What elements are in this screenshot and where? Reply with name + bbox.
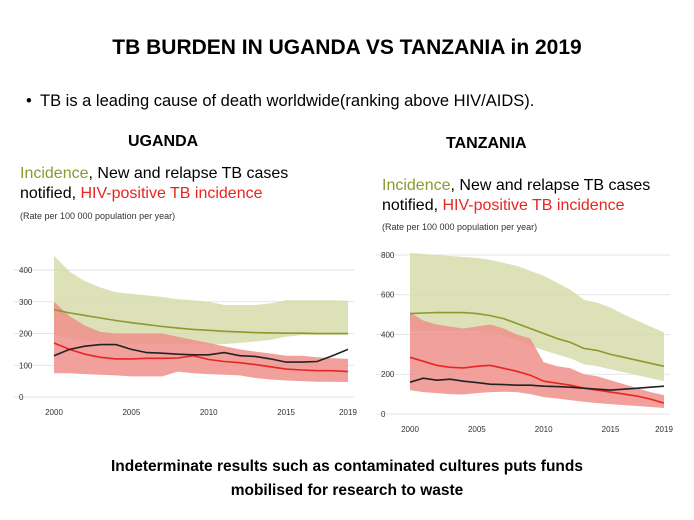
legend-incidence: Incidence bbox=[382, 177, 451, 194]
hiv-band bbox=[410, 312, 664, 408]
legend-notified: notified, bbox=[382, 197, 443, 214]
incidence-band bbox=[410, 253, 664, 382]
x-tick-label: 2015 bbox=[602, 425, 620, 434]
uganda-chart: 0 100 200 300 400 2000 2005 2010 2015 2019 bbox=[14, 255, 357, 417]
x-tick-label: 2005 bbox=[122, 408, 140, 417]
footer-text: Indeterminate results such as contaminat… bbox=[0, 455, 694, 503]
y-tick-label: 800 bbox=[381, 251, 395, 260]
y-tick-label: 400 bbox=[19, 266, 33, 275]
bullet-dot: • bbox=[26, 92, 32, 110]
bullet-text: TB is a leading cause of death worldwide… bbox=[40, 92, 535, 110]
notified-line bbox=[53, 343, 349, 363]
tanzania-title: TANZANIA bbox=[446, 135, 527, 152]
tanzania-chart: 0 200 400 600 800 2000 2005 2010 2015 2019 bbox=[376, 251, 673, 434]
x-tick-label: 2015 bbox=[277, 408, 295, 417]
hiv-line bbox=[53, 342, 349, 373]
y-tick-label: 0 bbox=[381, 410, 386, 419]
uganda-rate-note: (Rate per 100 000 population per year) bbox=[20, 211, 176, 221]
x-tick-label: 2010 bbox=[200, 408, 218, 417]
legend-hiv: HIV-positive TB incidence bbox=[80, 185, 263, 202]
hiv-line bbox=[409, 356, 665, 404]
y-tick-label: 0 bbox=[19, 393, 24, 402]
y-tick-label: 200 bbox=[381, 370, 395, 379]
legend-incidence: Incidence bbox=[20, 165, 89, 182]
y-tick-label: 300 bbox=[19, 298, 33, 307]
x-tick-label: 2010 bbox=[535, 425, 553, 434]
x-tick-label: 2005 bbox=[468, 425, 486, 434]
legend-middle: , New and relapse TB cases bbox=[88, 165, 289, 182]
y-tick-label: 400 bbox=[381, 330, 395, 339]
footer-line-1: Indeterminate results such as contaminat… bbox=[111, 458, 583, 475]
uganda-legend: Incidence, New and relapse TB cases noti… bbox=[20, 164, 288, 204]
legend-middle: , New and relapse TB cases bbox=[450, 177, 651, 194]
x-tick-label: 2000 bbox=[45, 408, 63, 417]
x-tick-label: 2019 bbox=[655, 425, 673, 434]
y-tick-label: 600 bbox=[381, 291, 395, 300]
slide-title: TB BURDEN IN UGANDA VS TANZANIA in 2019 bbox=[112, 36, 582, 59]
footer-line-2: mobilised for research to waste bbox=[230, 482, 464, 499]
incidence-line bbox=[53, 308, 348, 335]
legend-notified: notified, bbox=[20, 185, 81, 202]
notified-line bbox=[409, 377, 665, 391]
tanzania-legend: Incidence, New and relapse TB cases noti… bbox=[382, 176, 650, 216]
y-tick-label: 200 bbox=[19, 330, 33, 339]
legend-hiv: HIV-positive TB incidence bbox=[442, 197, 625, 214]
hiv-band bbox=[54, 301, 348, 383]
incidence-line bbox=[409, 311, 665, 368]
x-tick-label: 2000 bbox=[401, 425, 419, 434]
x-tick-label: 2019 bbox=[339, 408, 357, 417]
bullet-item: • TB is a leading cause of death worldwid… bbox=[26, 92, 534, 111]
uganda-title: UGANDA bbox=[128, 133, 199, 150]
y-tick-label: 100 bbox=[19, 361, 33, 370]
tanzania-rate-note: (Rate per 100 000 population per year) bbox=[382, 222, 538, 232]
